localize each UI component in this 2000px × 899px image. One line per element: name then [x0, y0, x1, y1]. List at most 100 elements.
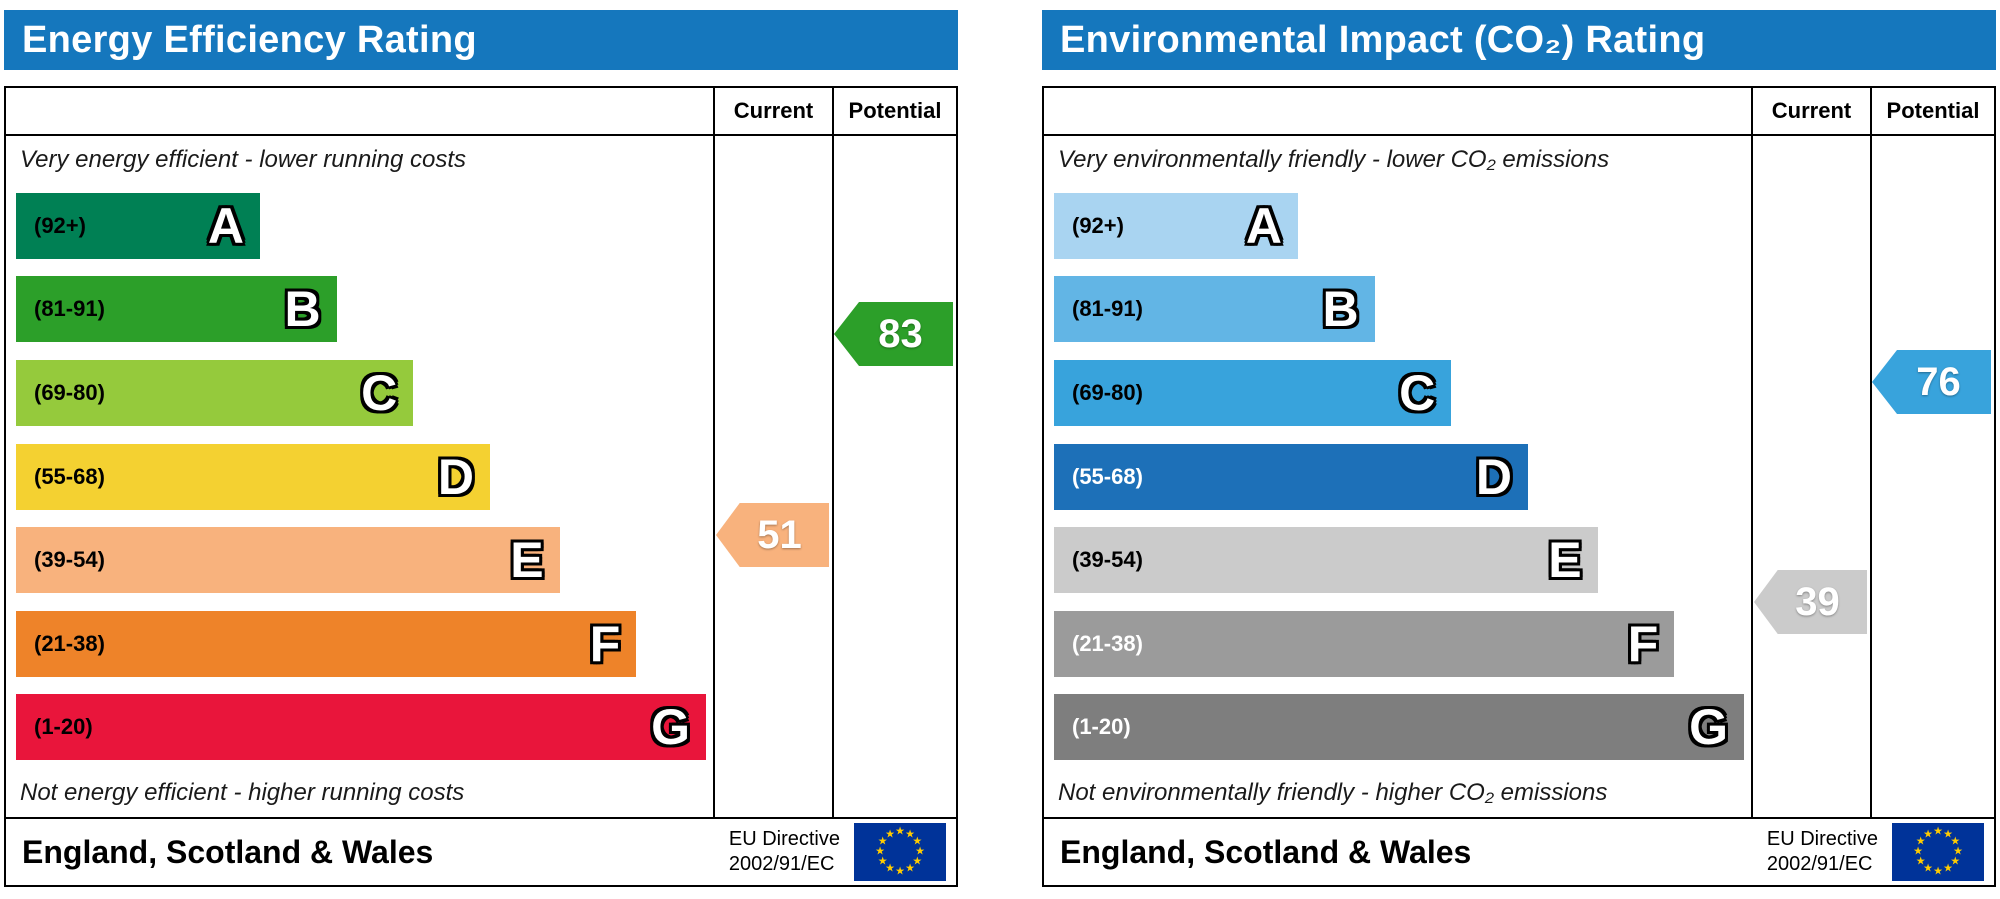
top-caption: Very energy efficient - lower running co… [20, 146, 466, 173]
band-range-label: (55-68) [34, 463, 105, 489]
environmental-impact-rating-chart: Environmental Impact (CO₂) Rating Curren… [1042, 10, 1996, 899]
band-range-label: (1-20) [34, 714, 93, 740]
band-row-e: (39-54) E [16, 518, 713, 602]
potential-column: 83 [832, 136, 956, 817]
current-column-header: Current [1751, 88, 1870, 134]
energy-efficiency-rating-chart: Energy Efficiency Rating Current Potenti… [4, 10, 958, 899]
band-bar: (21-38) F [16, 610, 637, 677]
eu-flag-star: ★ [1933, 825, 1943, 838]
eu-flag-star: ★ [1923, 828, 1933, 841]
eu-flag-star: ★ [1950, 855, 1961, 868]
band-range-label: (1-20) [1072, 714, 1131, 740]
band-bar: (81-91) B [1054, 276, 1375, 343]
current-column: 39 [1751, 136, 1870, 817]
band-range-label: (92+) [1072, 212, 1124, 238]
eu-flag-star: ★ [1933, 865, 1943, 878]
band-letter: G [1689, 699, 1729, 756]
chart-body: Very environmentally friendly - lower CO… [1044, 136, 1994, 817]
eu-flag-star: ★ [895, 825, 905, 838]
band-range-label: (69-80) [34, 379, 105, 405]
band-letter: G [651, 699, 691, 756]
band-bar: (39-54) E [16, 527, 560, 594]
eu-flag-star: ★ [885, 828, 895, 841]
eu-flag-star: ★ [1913, 845, 1923, 858]
eu-flag-star: ★ [1950, 835, 1961, 848]
eu-flag-icon: ★ ★ ★ ★ ★ ★ ★ ★ ★ ★ ★ ★ [1892, 823, 1984, 881]
band-letter: A [1245, 197, 1282, 254]
eu-directive-line1: EU Directive [1766, 828, 1878, 850]
current-column: 51 [713, 136, 832, 817]
bands: (92+) A (81-91) B (69-80) C (55-68) D (39-54) E (2… [6, 184, 713, 769]
band-range-label: (21-38) [34, 630, 105, 656]
band-range-label: (92+) [34, 212, 86, 238]
column-header-spacer [1044, 88, 1751, 134]
eu-flag-star: ★ [877, 835, 888, 848]
eu-flag-star: ★ [915, 845, 925, 858]
bands-area: Very environmentally friendly - lower CO… [1044, 136, 1751, 817]
column-header-row: Current Potential [1044, 88, 1994, 136]
eu-flag-star: ★ [1943, 862, 1953, 875]
band-bar: (55-68) D [1054, 443, 1528, 510]
band-row-f: (21-38) F [16, 602, 713, 686]
band-letter: B [284, 281, 321, 338]
eu-directive-line2: 2002/91/EC [728, 853, 835, 875]
band-letter: E [1548, 532, 1582, 589]
band-row-b: (81-91) B [16, 268, 713, 352]
potential-value-arrow: 76 [1872, 350, 1991, 414]
band-range-label: (21-38) [1072, 630, 1143, 656]
potential-column-header: Potential [832, 88, 956, 134]
chart-title: Energy Efficiency Rating [22, 18, 477, 61]
band-bar: (92+) A [16, 192, 260, 259]
band-bar: (1-20) G [16, 694, 707, 761]
eu-flag-icon: ★ ★ ★ ★ ★ ★ ★ ★ ★ ★ ★ ★ [854, 823, 946, 881]
potential-value: 83 [878, 311, 923, 356]
band-letter: B [1322, 281, 1359, 338]
band-bar: (92+) A [1054, 192, 1298, 259]
band-letter: F [589, 615, 621, 672]
eu-flag-star: ★ [1923, 862, 1933, 875]
eu-flag-star: ★ [912, 835, 923, 848]
eu-flag-star: ★ [1915, 855, 1926, 868]
eu-directive-line2: 2002/91/EC [1766, 853, 1873, 875]
eu-flag-star: ★ [912, 855, 923, 868]
band-bar: (81-91) B [16, 276, 337, 343]
column-header-row: Current Potential [6, 88, 956, 136]
band-letter: C [1399, 364, 1436, 421]
potential-value-arrow: 83 [834, 302, 953, 366]
band-row-d: (55-68) D [16, 435, 713, 519]
band-row-a: (92+) A [1054, 184, 1751, 268]
eu-flag-star: ★ [885, 862, 895, 875]
band-bar: (1-20) G [1054, 694, 1745, 761]
eu-flag-star: ★ [1943, 828, 1953, 841]
band-letter: D [437, 448, 474, 505]
band-letter: F [1627, 615, 1659, 672]
band-bar: (55-68) D [16, 443, 490, 510]
band-letter: A [207, 197, 244, 254]
band-letter: E [510, 532, 544, 589]
eu-flag-star: ★ [877, 855, 888, 868]
chart-header: Energy Efficiency Rating [4, 10, 958, 70]
current-value-arrow: 51 [716, 503, 829, 567]
band-range-label: (81-91) [34, 296, 105, 322]
band-bar: (39-54) E [1054, 527, 1598, 594]
region-label: England, Scotland & Wales [22, 833, 434, 870]
band-range-label: (55-68) [1072, 463, 1143, 489]
eu-flag-star: ★ [905, 862, 915, 875]
bands: (92+) A (81-91) B (69-80) C (55-68) D (39-54) E (2… [1044, 184, 1751, 769]
chart-footer: England, Scotland & Wales EU Directive 2… [1044, 817, 1994, 885]
bands-area: Very energy efficient - lower running co… [6, 136, 713, 817]
eu-flag-star: ★ [905, 828, 915, 841]
current-column-header: Current [713, 88, 832, 134]
band-letter: D [1475, 448, 1512, 505]
band-range-label: (69-80) [1072, 379, 1143, 405]
chart-header: Environmental Impact (CO₂) Rating [1042, 10, 1996, 70]
bottom-caption: Not energy efficient - higher running co… [20, 779, 465, 806]
region-label: England, Scotland & Wales [1060, 833, 1472, 870]
eu-flag-star: ★ [1915, 835, 1926, 848]
band-row-c: (69-80) C [16, 351, 713, 435]
potential-column: 76 [1870, 136, 1994, 817]
chart-title: Environmental Impact (CO₂) Rating [1060, 18, 1706, 61]
band-range-label: (39-54) [1072, 547, 1143, 573]
chart-footer: England, Scotland & Wales EU Directive 2… [6, 817, 956, 885]
eu-flag-star: ★ [895, 865, 905, 878]
